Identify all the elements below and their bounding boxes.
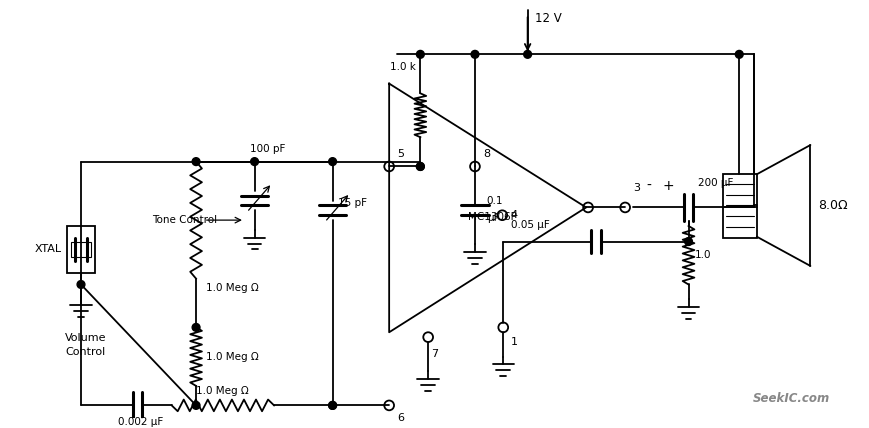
Text: μF: μF — [487, 213, 499, 223]
Text: 1.0 Meg Ω: 1.0 Meg Ω — [206, 352, 259, 362]
Circle shape — [685, 238, 693, 246]
Text: Control: Control — [66, 347, 106, 357]
Text: 0.1: 0.1 — [487, 196, 503, 205]
Text: 3: 3 — [633, 183, 640, 193]
Circle shape — [328, 158, 336, 166]
Text: 7: 7 — [431, 349, 438, 359]
Circle shape — [416, 163, 424, 170]
Text: MC1306P: MC1306P — [468, 212, 517, 222]
Text: 6: 6 — [397, 413, 404, 423]
Text: 1.0 Meg Ω: 1.0 Meg Ω — [196, 386, 249, 395]
Circle shape — [328, 401, 336, 409]
Text: 100 pF: 100 pF — [249, 144, 285, 154]
Circle shape — [250, 158, 258, 166]
Text: Volume: Volume — [65, 333, 107, 343]
Text: 0.05 μF: 0.05 μF — [511, 220, 550, 230]
Circle shape — [416, 51, 424, 58]
Text: 1.0 k: 1.0 k — [389, 62, 415, 72]
Text: 200 μF: 200 μF — [699, 178, 733, 188]
Text: 15 pF: 15 pF — [338, 198, 368, 208]
Text: 1.0: 1.0 — [694, 250, 711, 260]
Circle shape — [192, 158, 200, 166]
Text: 1.0 Meg Ω: 1.0 Meg Ω — [206, 283, 259, 294]
Text: 8: 8 — [483, 149, 490, 159]
Text: 0.002 μF: 0.002 μF — [118, 417, 163, 427]
Circle shape — [192, 324, 200, 331]
Text: 8.0Ω: 8.0Ω — [819, 199, 848, 212]
Text: 12 V: 12 V — [535, 12, 562, 25]
Circle shape — [524, 51, 532, 58]
Bar — [71, 241, 90, 257]
Text: Tone Control: Tone Control — [152, 215, 217, 225]
Text: +: + — [662, 179, 673, 193]
Circle shape — [77, 281, 85, 288]
Circle shape — [416, 163, 424, 170]
Text: SeekIC.com: SeekIC.com — [753, 392, 830, 405]
Bar — [67, 226, 95, 273]
Text: XTAL: XTAL — [35, 244, 62, 254]
Circle shape — [192, 401, 200, 409]
Text: -: - — [647, 179, 652, 193]
Text: 5: 5 — [397, 149, 404, 159]
Text: 1: 1 — [511, 337, 518, 347]
Circle shape — [328, 401, 336, 409]
Bar — [723, 174, 757, 238]
Text: 4: 4 — [510, 210, 517, 220]
Circle shape — [471, 51, 479, 58]
Circle shape — [735, 51, 743, 58]
